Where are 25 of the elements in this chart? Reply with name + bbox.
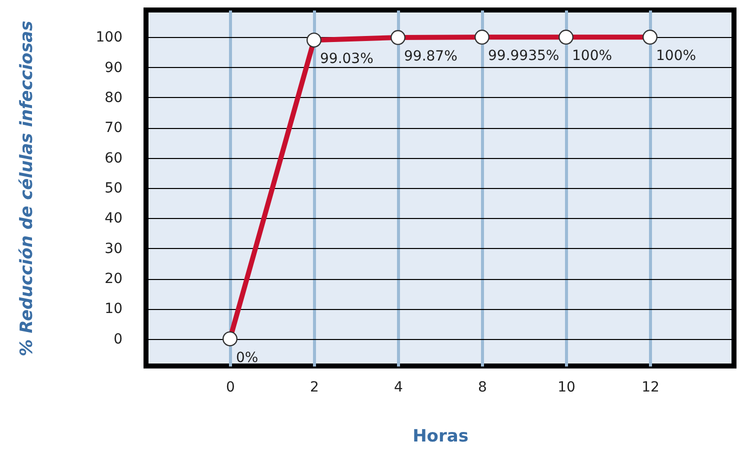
- y-axis-title: % Reducción de células infecciosas: [16, 20, 37, 356]
- x-tick-label: 2: [310, 380, 319, 396]
- y-tick-label: 50: [104, 180, 122, 196]
- data-label: 0%: [236, 350, 258, 366]
- y-tick-label: 90: [104, 60, 122, 76]
- data-label: 99.9935%: [488, 48, 560, 64]
- x-axis-title: Horas: [412, 426, 468, 446]
- x-tick-label: 10: [558, 380, 576, 396]
- y-tick-label: 10: [104, 301, 122, 318]
- y-tick-label: 70: [104, 120, 122, 136]
- y-tick-label: 40: [104, 210, 122, 227]
- y-tick-label: 60: [104, 150, 122, 166]
- y-tick-label: 20: [104, 271, 122, 288]
- data-label: 100%: [656, 48, 696, 64]
- x-tick-label: 8: [478, 380, 487, 396]
- y-tick-label: 30: [104, 240, 122, 257]
- x-tick-label: 12: [642, 380, 660, 396]
- y-tick-label: 0: [114, 331, 122, 348]
- x-tick-label: 0: [226, 380, 235, 396]
- data-label: 100%: [572, 48, 612, 64]
- x-tick-label: 4: [394, 380, 404, 396]
- y-tick-label: 100: [96, 30, 122, 46]
- data-label: 99.87%: [404, 48, 458, 65]
- y-tick-label: 80: [104, 90, 122, 106]
- data-label: 99.03%: [320, 51, 374, 68]
